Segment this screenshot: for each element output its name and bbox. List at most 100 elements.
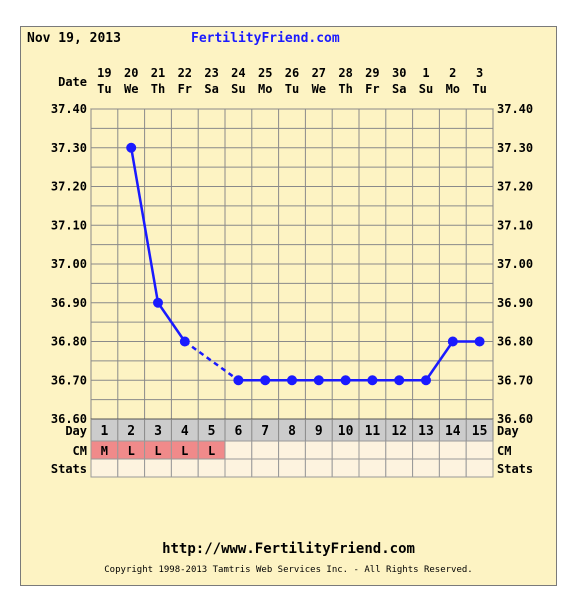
temperature-point xyxy=(421,375,431,386)
cycle-day-label: 5 xyxy=(208,424,216,439)
y-tick-label-right: 36.60 xyxy=(497,412,533,426)
stats-cell xyxy=(197,458,226,478)
chart-plot: 37.40 37.40 37.30 37.30 37.20 37.20 37.10 37.10… xyxy=(51,66,533,478)
temperature-point xyxy=(179,336,190,347)
temperature-line-segment xyxy=(129,147,160,303)
y-tick-label-right: 37.20 xyxy=(497,180,533,194)
cm-cell xyxy=(465,440,494,460)
temperature-point xyxy=(313,375,324,386)
temperature-line-segment xyxy=(184,340,240,382)
footer-url: http://www.FertilityFriend.com xyxy=(162,541,415,557)
date-label: 25 xyxy=(258,66,272,80)
temperature-point xyxy=(447,336,458,347)
stats-cell xyxy=(251,458,280,478)
cycle-day-label: 7 xyxy=(261,424,269,439)
y-tick-label-right: 37.10 xyxy=(497,218,533,232)
cycle-day-label: 11 xyxy=(365,424,381,439)
weekday-label: Tu xyxy=(97,82,111,96)
stats-row-label-right: Stats xyxy=(497,462,533,476)
stats-cell xyxy=(144,458,172,478)
y-tick-label-right: 36.70 xyxy=(497,373,533,387)
cm-value: L xyxy=(154,444,161,458)
date-row-label: Date xyxy=(58,75,87,89)
cm-value: L xyxy=(208,444,215,458)
date-label: 23 xyxy=(204,66,218,80)
stats-cell xyxy=(385,458,414,478)
y-tick-label-left: 36.70 xyxy=(51,373,87,387)
cycle-day-label: 10 xyxy=(338,424,354,439)
cm-cell xyxy=(278,440,306,460)
y-tick-label-left: 36.90 xyxy=(51,296,87,310)
y-tick-label-left: 37.20 xyxy=(51,180,87,194)
cycle-day-label: 15 xyxy=(472,424,488,439)
weekday-label: We xyxy=(312,82,326,96)
date-label: 19 xyxy=(97,66,111,80)
date-label: 30 xyxy=(392,66,406,80)
weekday-label: Mo xyxy=(258,82,272,96)
stats-cell xyxy=(170,458,199,478)
date-label: 26 xyxy=(285,66,299,80)
temperature-point xyxy=(340,375,351,386)
stats-cell xyxy=(412,458,440,478)
date-label: 22 xyxy=(178,66,192,80)
cm-row-label-right: CM xyxy=(497,444,511,458)
date-label: 1 xyxy=(422,66,429,80)
temperature-point xyxy=(126,142,137,153)
weekday-label: Sa xyxy=(392,82,406,96)
site-name: FertilityFriend.com xyxy=(191,31,340,46)
cm-cell xyxy=(412,440,440,460)
temperature-point xyxy=(474,336,485,347)
weekday-label: Mo xyxy=(446,82,460,96)
cm-cell xyxy=(304,440,333,460)
cm-row-label-left: CM xyxy=(73,444,87,458)
weekday-label: Tu xyxy=(285,82,299,96)
y-tick-label-right: 36.90 xyxy=(497,296,533,310)
cm-cell xyxy=(251,440,280,460)
cm-value: M xyxy=(101,444,108,458)
cycle-day-label: 6 xyxy=(234,424,242,439)
cm-cell xyxy=(224,440,253,460)
date-label: 20 xyxy=(124,66,138,80)
temperature-point xyxy=(260,375,271,386)
date-label: 2 xyxy=(449,66,456,80)
date-label: 3 xyxy=(476,66,483,80)
cycle-day-label: 1 xyxy=(100,424,108,439)
cycle-day-label: 9 xyxy=(315,424,323,439)
cycle-day-label: 4 xyxy=(181,424,189,439)
cycle-day-label: 13 xyxy=(418,424,434,439)
temperature-point xyxy=(287,375,297,386)
y-tick-label-left: 36.80 xyxy=(51,335,87,349)
weekday-label: Fr xyxy=(178,82,192,96)
date-label: 27 xyxy=(312,66,326,80)
cm-cell xyxy=(358,440,387,460)
stats-cell xyxy=(278,458,306,478)
cycle-day-label: 8 xyxy=(288,424,296,439)
y-tick-label-right: 37.40 xyxy=(497,102,533,116)
y-tick-label-left: 37.30 xyxy=(51,141,87,155)
stats-row-label-left: Stats xyxy=(51,462,87,476)
chart-date: Nov 19, 2013 xyxy=(27,31,121,46)
weekday-label: Fr xyxy=(365,82,379,96)
cycle-day-label: 12 xyxy=(391,424,407,439)
stats-cell xyxy=(117,458,146,478)
temperature-point xyxy=(367,375,378,386)
weekday-label: Tu xyxy=(472,82,486,96)
y-tick-label-right: 36.80 xyxy=(497,335,533,349)
temperature-line-segment xyxy=(424,340,454,381)
date-label: 21 xyxy=(151,66,165,80)
temperature-point xyxy=(153,297,163,308)
cm-cell xyxy=(438,440,467,460)
y-tick-label-right: 37.00 xyxy=(497,257,533,271)
stats-cell xyxy=(224,458,253,478)
y-tick-label-left: 37.10 xyxy=(51,218,87,232)
date-label: 28 xyxy=(338,66,352,80)
temperature-point xyxy=(233,375,244,386)
cm-value: L xyxy=(128,444,135,458)
stats-cell xyxy=(331,458,360,478)
cm-value: L xyxy=(181,444,188,458)
footer-copyright: Copyright 1998-2013 Tamtris Web Services… xyxy=(104,565,473,575)
stats-cell xyxy=(438,458,467,478)
weekday-label: Su xyxy=(231,82,245,96)
stats-cell xyxy=(465,458,494,478)
y-tick-label-right: 37.30 xyxy=(497,141,533,155)
